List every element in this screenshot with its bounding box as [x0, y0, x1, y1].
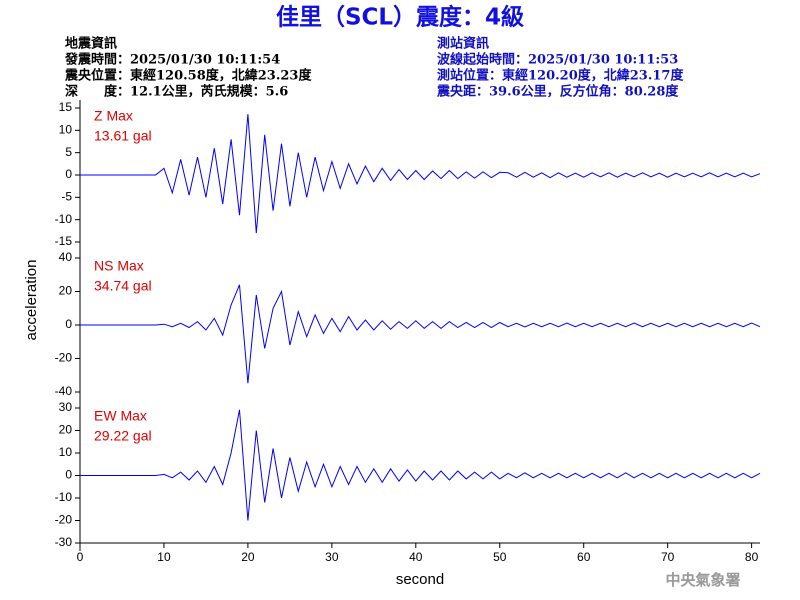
- y-tick-label: 20: [59, 284, 73, 298]
- info-text: 測站資訊: [437, 36, 489, 52]
- y-tick-label: 0: [65, 167, 72, 181]
- info-text: 波線起始時間：2025/01/30 10:11:53: [437, 52, 678, 68]
- max-label: 29.22 gal: [94, 428, 152, 444]
- y-tick-label: 0: [65, 317, 72, 331]
- x-tick-label: 70: [661, 550, 675, 564]
- x-tick-label: 30: [325, 550, 339, 564]
- x-tick-label: 10: [157, 550, 171, 564]
- waveform: [80, 114, 761, 234]
- y-tick-label: -20: [55, 351, 73, 365]
- y-tick-label: -10: [55, 490, 73, 504]
- y-tick-label: 30: [59, 400, 73, 414]
- y-tick-label: 10: [59, 123, 73, 137]
- y-tick-label: 40: [59, 250, 73, 264]
- y-tick-label: -5: [61, 190, 72, 204]
- chart-title: 佳里（SCL）震度：4級: [276, 4, 524, 31]
- info-text: 測站位置：東經120.20度，北緯23.17度: [437, 68, 684, 84]
- watermark: 中央氣象署: [665, 571, 740, 589]
- y-tick-label: 5: [65, 145, 72, 159]
- y-tick-label: 0: [65, 468, 72, 482]
- info-text: 發震時間：2025/01/30 10:11:54: [64, 52, 280, 68]
- component-label: Z Max: [94, 108, 133, 124]
- y-tick-label: 20: [59, 423, 73, 437]
- y-tick-label: -30: [55, 535, 73, 549]
- y-tick-label: 15: [59, 100, 73, 114]
- y-tick-label: -10: [55, 212, 73, 226]
- x-tick-label: 80: [745, 550, 759, 564]
- y-tick-label: -40: [55, 384, 73, 398]
- waveform: [80, 409, 761, 521]
- component-label: NS Max: [94, 258, 144, 274]
- y-tick-label: -15: [55, 234, 73, 248]
- info-text: 深 度：12.1公里，芮氏規模：5.6: [65, 84, 288, 100]
- y-tick-label: 10: [59, 445, 73, 459]
- waveform: [80, 284, 761, 384]
- info-text: 震央距：39.6公里，反方位角：80.28度: [436, 84, 679, 100]
- x-tick-label: 0: [77, 550, 84, 564]
- info-text: 地震資訊: [65, 36, 117, 52]
- max-label: 34.74 gal: [94, 278, 152, 294]
- y-tick-label: -20: [55, 513, 73, 527]
- x-tick-label: 50: [493, 550, 507, 564]
- x-tick-label: 40: [409, 550, 423, 564]
- y-axis-title: acceleration: [23, 260, 40, 341]
- component-label: EW Max: [94, 408, 147, 424]
- max-label: 13.61 gal: [94, 128, 152, 144]
- x-tick-label: 60: [577, 550, 591, 564]
- x-axis-title: second: [396, 571, 444, 588]
- x-tick-label: 20: [241, 550, 255, 564]
- info-text: 震央位置：東經120.58度，北緯23.23度: [64, 68, 312, 84]
